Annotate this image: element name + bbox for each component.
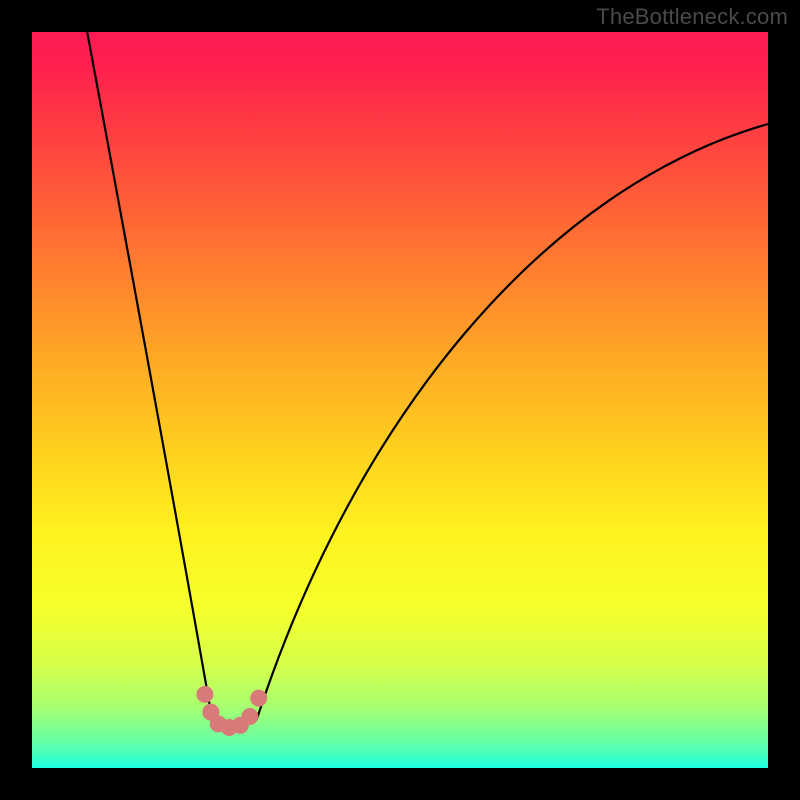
plot-area [32, 32, 768, 768]
valley-marker [242, 708, 258, 724]
curve-layer [32, 32, 768, 768]
valley-marker [251, 690, 267, 706]
outer-frame: TheBottleneck.com [0, 0, 800, 800]
curve-left-branch [87, 32, 212, 720]
curve-right-branch [256, 124, 768, 720]
valley-marker [197, 686, 213, 702]
watermark-text: TheBottleneck.com [596, 4, 788, 30]
